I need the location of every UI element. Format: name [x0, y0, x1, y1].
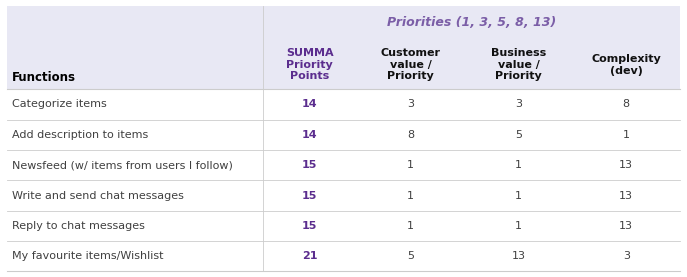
Bar	[464, 150, 572, 180]
Text: SUMMA
Priority
Points: SUMMA Priority Points	[286, 48, 334, 81]
Bar	[357, 40, 464, 89]
Bar	[572, 89, 680, 120]
Bar	[357, 211, 464, 241]
Text: Complexity
(dev): Complexity (dev)	[592, 54, 661, 76]
Text: 5: 5	[407, 251, 414, 261]
Bar	[262, 6, 680, 40]
Text: Priorities (1, 3, 5, 8, 13): Priorities (1, 3, 5, 8, 13)	[387, 16, 556, 29]
Bar	[572, 120, 680, 150]
Bar	[7, 89, 262, 120]
Text: 1: 1	[515, 160, 522, 170]
Bar	[464, 211, 572, 241]
Text: 13: 13	[619, 191, 633, 201]
Text: 15: 15	[302, 160, 317, 170]
Text: 1: 1	[407, 221, 414, 231]
Text: My favourite items/Wishlist: My favourite items/Wishlist	[12, 251, 164, 261]
Bar	[7, 120, 262, 150]
Bar	[572, 40, 680, 89]
Text: 14: 14	[302, 99, 317, 109]
Text: Categorize items: Categorize items	[12, 99, 107, 109]
Bar	[357, 120, 464, 150]
Text: 3: 3	[515, 99, 522, 109]
Bar	[7, 241, 262, 271]
Bar	[262, 150, 357, 180]
Text: Add description to items: Add description to items	[12, 130, 148, 140]
Text: Business
value /
Priority: Business value / Priority	[491, 48, 546, 81]
Text: 14: 14	[302, 130, 317, 140]
Text: 13: 13	[512, 251, 526, 261]
Bar	[7, 6, 262, 89]
Text: Reply to chat messages: Reply to chat messages	[12, 221, 145, 231]
Text: 13: 13	[619, 160, 633, 170]
Text: 13: 13	[619, 221, 633, 231]
Bar	[357, 89, 464, 120]
Text: Newsfeed (w/ items from users I follow): Newsfeed (w/ items from users I follow)	[12, 160, 234, 170]
Bar	[572, 180, 680, 211]
Text: Customer
value /
Priority: Customer value / Priority	[381, 48, 441, 81]
Bar	[572, 241, 680, 271]
Text: 1: 1	[623, 130, 630, 140]
Text: 3: 3	[407, 99, 414, 109]
Text: 8: 8	[407, 130, 414, 140]
Bar	[262, 40, 357, 89]
Bar	[262, 241, 357, 271]
Bar	[464, 120, 572, 150]
Bar	[572, 150, 680, 180]
Bar	[262, 180, 357, 211]
Bar	[7, 150, 262, 180]
Text: 15: 15	[302, 221, 317, 231]
Text: 1: 1	[515, 221, 522, 231]
Bar	[262, 211, 357, 241]
Bar	[262, 89, 357, 120]
Bar	[464, 241, 572, 271]
Bar	[357, 180, 464, 211]
Text: 1: 1	[407, 191, 414, 201]
Text: 5: 5	[515, 130, 522, 140]
Bar	[7, 180, 262, 211]
Bar	[357, 241, 464, 271]
Text: Functions: Functions	[12, 71, 76, 84]
Bar	[572, 211, 680, 241]
Text: 1: 1	[515, 191, 522, 201]
Text: 3: 3	[623, 251, 630, 261]
Text: 21: 21	[302, 251, 317, 261]
Text: 15: 15	[302, 191, 317, 201]
Bar	[464, 89, 572, 120]
Bar	[464, 180, 572, 211]
Text: 1: 1	[407, 160, 414, 170]
Bar	[464, 40, 572, 89]
Text: Write and send chat messages: Write and send chat messages	[12, 191, 184, 201]
Bar	[357, 150, 464, 180]
Bar	[262, 120, 357, 150]
Text: 8: 8	[622, 99, 630, 109]
Bar	[7, 211, 262, 241]
